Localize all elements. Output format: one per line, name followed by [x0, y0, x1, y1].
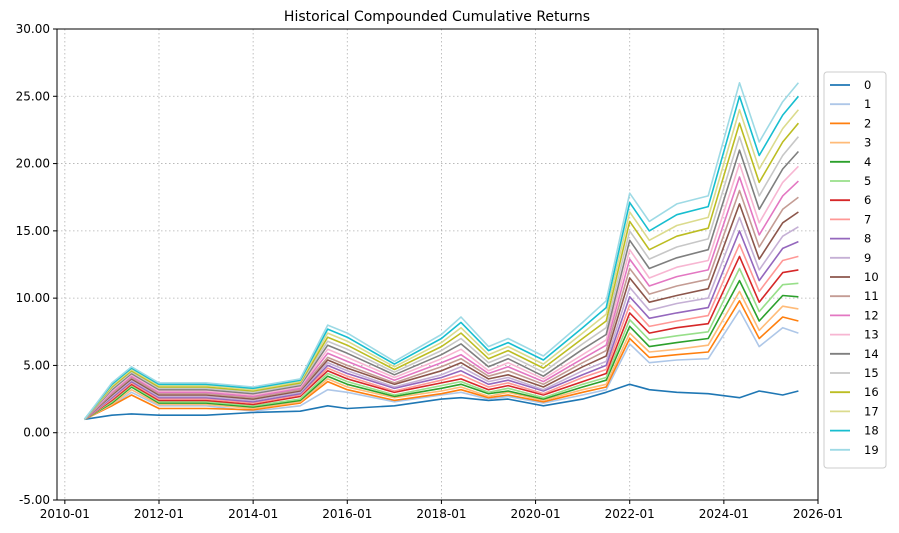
chart-title: Historical Compounded Cumulative Returns [284, 9, 590, 25]
x-tick-label: 2012-01 [134, 507, 184, 521]
series-line-2 [84, 299, 799, 421]
series-line-13 [83, 162, 799, 420]
series-lines [83, 82, 800, 421]
y-tick-label: 20.00 [16, 157, 50, 171]
y-tick-label: 0.00 [23, 426, 50, 440]
series-line-11 [83, 189, 799, 420]
series-line-12 [83, 176, 799, 420]
series-line-19 [83, 82, 800, 420]
y-tick-label: 25.00 [16, 89, 50, 103]
legend-label: 17 [864, 404, 879, 418]
series-line-9 [83, 216, 799, 420]
legend-label: 3 [864, 136, 871, 150]
series-line-6 [84, 255, 799, 420]
y-tick-label: 5.00 [23, 358, 50, 372]
legend-label: 8 [864, 232, 871, 246]
legend-label: 7 [864, 212, 871, 226]
y-tick-label: 15.00 [16, 224, 50, 238]
legend-label: 18 [864, 424, 879, 438]
series-line-15 [83, 135, 800, 420]
legend-label: 15 [864, 366, 879, 380]
plot-area-frame [56, 28, 819, 501]
legend-box [823, 71, 887, 469]
series-line-17 [83, 108, 800, 420]
x-tick-label: 2016-01 [322, 507, 372, 521]
series-line-7 [84, 243, 799, 420]
legend-label: 14 [864, 347, 879, 361]
x-tick-label: 2010-01 [40, 507, 90, 521]
legend-label: 6 [864, 193, 871, 207]
legend-label: 13 [864, 328, 879, 342]
series-line-8 [84, 230, 799, 420]
x-tick-label: 2014-01 [228, 507, 278, 521]
x-tick-label: 2018-01 [416, 507, 466, 521]
legend-label: 1 [864, 97, 871, 111]
y-tick-label: -5.00 [19, 493, 50, 507]
legend-label: 5 [864, 174, 871, 188]
legend-label: 4 [864, 155, 871, 169]
series-line-4 [84, 279, 799, 420]
series-line-3 [84, 290, 799, 421]
legend-label: 9 [864, 251, 871, 265]
legend-label: 2 [864, 116, 871, 130]
y-tick-label: 30.00 [16, 22, 50, 36]
axes: -5.00 0.00 5.00 10.00 15.00 20.00 25.00 30.00 20… [16, 22, 843, 521]
series-line-18 [83, 95, 800, 420]
legend-label: 10 [864, 270, 879, 284]
legend-label: 16 [864, 385, 879, 399]
series-line-1 [84, 309, 799, 421]
series-line-5 [84, 267, 799, 420]
x-tick-label: 2024-01 [699, 507, 749, 521]
y-tick-label: 10.00 [16, 291, 50, 305]
grid [57, 28, 819, 501]
legend-label: 0 [864, 78, 871, 92]
x-tick-label: 2020-01 [510, 507, 560, 521]
legend-label: 12 [864, 308, 879, 322]
series-line-14 [83, 149, 799, 420]
x-tick-label: 2026-01 [793, 507, 843, 521]
x-tick-label: 2022-01 [605, 507, 655, 521]
series-line-10 [83, 203, 799, 420]
legend-label: 19 [864, 443, 879, 457]
series-line-0 [84, 383, 799, 421]
legend-label: 11 [864, 289, 879, 303]
series-line-16 [83, 122, 800, 420]
